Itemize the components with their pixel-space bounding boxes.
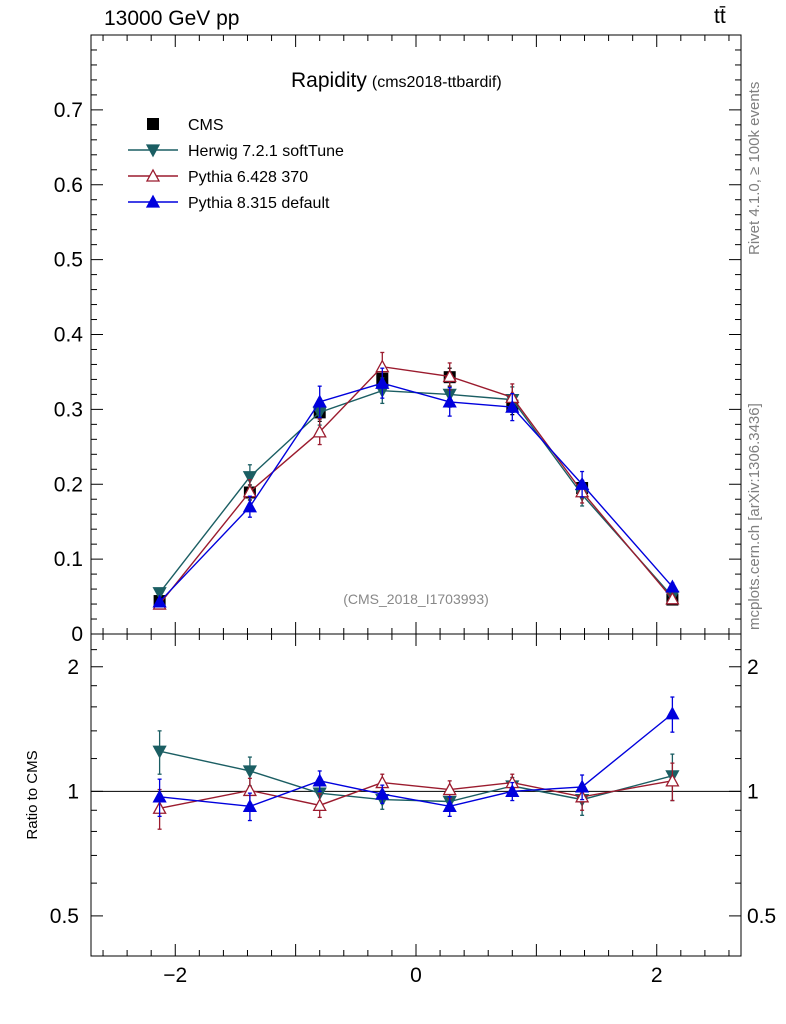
- ratio-tick-label-left: 1: [67, 780, 79, 803]
- series-2-point: [442, 369, 457, 383]
- energy-label: 13000 GeV pp: [104, 7, 240, 30]
- x-tick-label: 2: [651, 964, 663, 987]
- legend-series-3-label: Pythia 8.315 default: [188, 195, 330, 212]
- ratio-axis-label: Ratio to CMS: [24, 750, 41, 839]
- series-1-line: [159, 389, 673, 598]
- series-3-ratio-point: [505, 783, 520, 797]
- series-3-point: [442, 394, 457, 408]
- series-3-line: [159, 382, 673, 603]
- legend-series-2-marker: [145, 168, 161, 182]
- series-2-point: [312, 424, 327, 438]
- series-3-ratio-point: [312, 773, 327, 787]
- y-tick-label: 0.1: [54, 548, 83, 571]
- x-tick-label: −2: [163, 964, 187, 987]
- y-tick-label: 0.4: [54, 324, 84, 347]
- series-3-point: [505, 399, 520, 413]
- ratio-tick-label-right: 1: [747, 780, 759, 803]
- series-2-ratio-point: [665, 773, 680, 787]
- legend-series-1-marker: [145, 144, 161, 158]
- series-3-ratio-point: [375, 786, 390, 800]
- legend-cms-label: CMS: [188, 117, 224, 134]
- process-label: tt̄: [714, 5, 726, 28]
- series-3-point: [665, 579, 680, 593]
- series-2-ratio-point: [442, 782, 457, 796]
- series-3-point: [242, 499, 257, 513]
- chart-title: Rapidity (cms2018-ttbardif): [291, 69, 502, 92]
- series-1-ratio-point: [152, 745, 167, 759]
- series-3-ratio-point: [575, 779, 590, 793]
- series-2-ratio-point: [312, 797, 327, 811]
- series-1-point: [242, 471, 257, 485]
- ratio-tick-label-right: 0.5: [747, 905, 776, 928]
- series-2-line: [159, 365, 673, 605]
- series-3-point: [152, 594, 167, 608]
- series-2-point: [665, 591, 680, 605]
- chart-subtitle: (cms2018-ttbardif): [372, 74, 502, 91]
- ratio-tick-label-left: 2: [67, 656, 79, 679]
- ratio-tick-label-left: 0.5: [50, 905, 79, 928]
- legend-cms-marker: [147, 118, 159, 130]
- x-tick-label: 0: [410, 964, 422, 987]
- series-3-ratio-point: [242, 798, 257, 812]
- analysis-watermark: (CMS_2018_I1703993): [343, 591, 489, 607]
- series-3-point: [575, 476, 590, 490]
- y-tick-label: 0.6: [54, 174, 83, 197]
- series-1-point: [152, 587, 167, 601]
- series-1-ratio-point: [242, 765, 257, 779]
- y-tick-label: 0.7: [54, 99, 83, 122]
- legend-series-1-label: Herwig 7.2.1 softTune: [188, 143, 344, 160]
- y-tick-label: 0.2: [54, 473, 83, 496]
- y-tick-label: 0: [71, 623, 83, 646]
- series-3-point: [312, 394, 327, 408]
- series-2-ratio-line: [159, 780, 673, 809]
- series-3-ratio-line: [159, 713, 673, 808]
- ratio-frame: [90, 633, 742, 957]
- legend-series-2-label: Pythia 6.428 370: [188, 169, 308, 186]
- series-3-point: [375, 375, 390, 389]
- series-3-ratio-point: [442, 798, 457, 812]
- series-3-ratio-point: [152, 789, 167, 803]
- y-tick-label: 0.3: [54, 398, 83, 421]
- ratio-tick-label-right: 2: [747, 656, 759, 679]
- series-3-ratio-point: [665, 706, 680, 720]
- legend-series-3-marker: [145, 194, 161, 208]
- y-tick-label: 0.5: [54, 249, 83, 272]
